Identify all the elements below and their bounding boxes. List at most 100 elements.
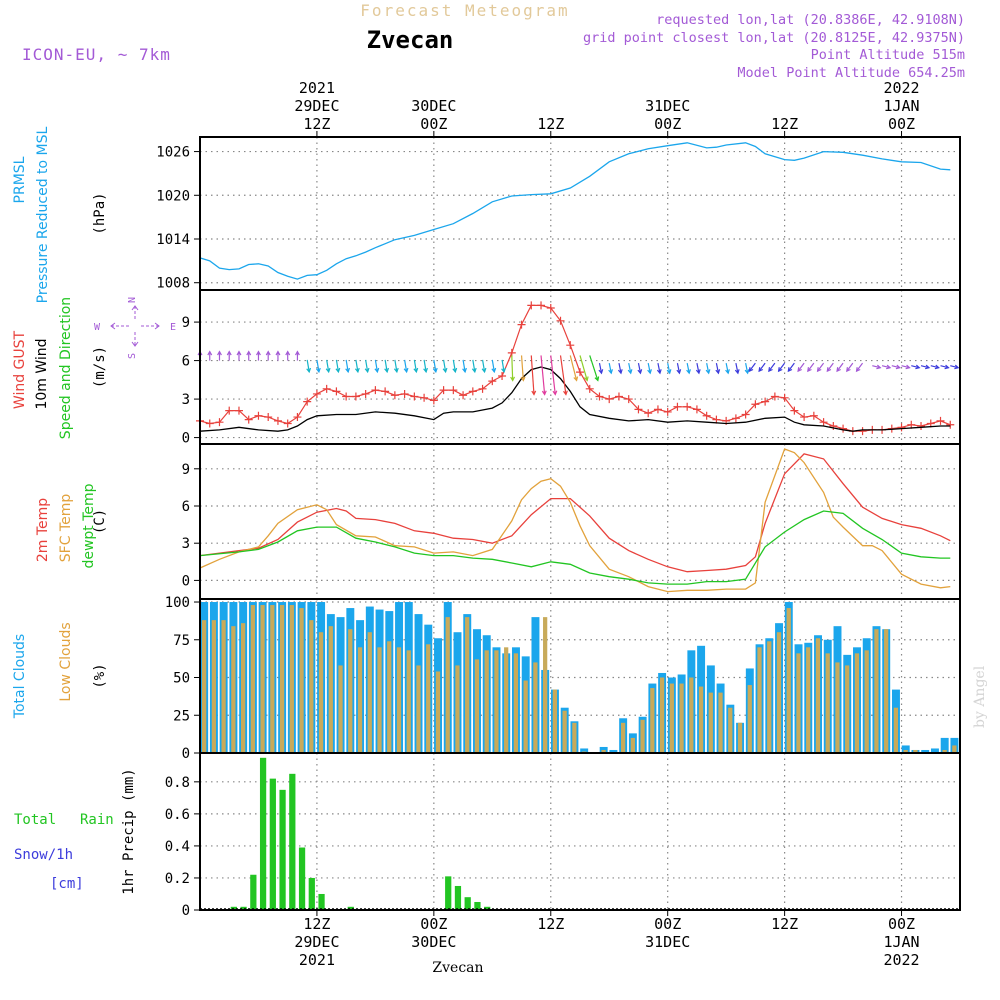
wind-arrowhead	[627, 369, 633, 375]
header-point-alt: Point Altitude 515m	[811, 47, 965, 63]
y-tick-label: 1020	[156, 188, 190, 204]
wind-arrowhead	[481, 367, 487, 374]
y-axis-label: (%)	[92, 663, 108, 688]
low-cloud-bar	[543, 617, 548, 753]
low-cloud-bar	[250, 605, 255, 753]
bottom-time-label: 00Z	[888, 915, 915, 933]
wind-arrowhead	[315, 367, 321, 374]
gust-marker	[439, 386, 448, 395]
top-time-label: 00Z	[420, 115, 447, 133]
y-tick-label: 9	[182, 315, 190, 331]
gust-marker	[517, 320, 526, 329]
panel-frame-temperature	[199, 443, 961, 600]
rain-bar	[454, 885, 462, 910]
wind-arrow	[413, 359, 417, 372]
gust-marker	[790, 406, 799, 415]
low-cloud-bar	[854, 653, 860, 753]
low-cloud-bar	[728, 707, 733, 753]
label-prmsl: PRMSL	[12, 156, 28, 203]
gust-marker	[546, 303, 555, 312]
watermark: by Angel	[972, 665, 988, 728]
wind-arrow	[501, 359, 505, 372]
gust-marker	[244, 415, 253, 424]
gust-marker	[264, 413, 273, 422]
wind-arrow	[725, 363, 729, 374]
top-time-label: 1JAN	[883, 97, 919, 115]
rain-bar	[484, 906, 491, 910]
wind-arrow	[481, 359, 486, 372]
low-cloud-bar	[221, 620, 226, 753]
top-time-label: 31DEC	[645, 97, 690, 115]
low-cloud-bar	[679, 683, 684, 753]
low-cloud-bar	[533, 662, 538, 753]
wind-arrow	[433, 359, 437, 372]
low-cloud-bar	[260, 605, 265, 753]
wind-arrow	[579, 355, 588, 381]
low-cloud-bar	[864, 650, 869, 753]
compass-heads	[110, 305, 160, 347]
wind-arrow	[335, 359, 340, 372]
wind-arrowhead	[563, 390, 568, 396]
wind-arrowhead	[836, 367, 841, 373]
wind-arrow	[462, 359, 466, 372]
low-cloud-bar	[426, 644, 431, 753]
wind-arrow	[316, 359, 320, 372]
series-prmsl-line	[199, 142, 951, 280]
wind-arrowhead	[345, 367, 351, 374]
label-total: Total	[14, 812, 56, 828]
wind-arrowhead	[608, 369, 613, 375]
y-tick-label: 0.6	[165, 807, 190, 823]
gust-marker	[429, 396, 438, 405]
rain-bar	[269, 778, 276, 910]
gust-marker	[819, 418, 828, 427]
wind-arrowhead	[748, 367, 754, 373]
gust-marker	[839, 424, 848, 433]
rain-bar	[250, 874, 257, 910]
wind-arrowhead	[676, 369, 682, 375]
top-time-label: 12Z	[537, 115, 564, 133]
wind-arrow	[836, 362, 844, 372]
wind-arrow	[608, 363, 612, 374]
wind-arrow	[676, 363, 681, 374]
wind-arrowhead	[816, 367, 822, 373]
wind-arrow	[355, 359, 359, 372]
wind-arrowhead	[413, 367, 419, 374]
wind-arrowhead	[491, 367, 497, 374]
wind-arrowhead	[666, 369, 672, 375]
wind-arrow	[797, 362, 805, 372]
wind-arrow	[715, 363, 719, 374]
gust-marker	[332, 387, 341, 396]
wind-arrow	[637, 363, 642, 374]
wind-arrowhead	[944, 364, 950, 370]
gust-marker	[683, 402, 692, 411]
label-total-clouds: Total Clouds	[12, 634, 28, 719]
low-cloud-bar	[893, 707, 899, 753]
label-10m-wind: 10m Wind	[34, 338, 50, 409]
y-tick-label: 0.2	[165, 871, 190, 887]
low-cloud-bar	[806, 647, 811, 753]
total-cloud-bar	[940, 737, 949, 753]
gust-marker	[225, 406, 234, 415]
low-cloud-bar	[494, 650, 499, 753]
gust-marker	[634, 405, 643, 414]
wind-arrowhead	[275, 350, 281, 356]
wind-arrowhead	[846, 367, 851, 373]
low-cloud-bar	[240, 623, 246, 753]
y-tick-label: 3	[182, 392, 190, 408]
bottom-time-label: 12Z	[537, 915, 564, 933]
gust-marker	[527, 301, 536, 310]
low-cloud-bar	[406, 650, 411, 753]
low-cloud-bar	[484, 650, 489, 753]
wind-arrowhead	[520, 376, 526, 382]
gust-marker	[322, 384, 331, 393]
wind-arrowhead	[256, 350, 261, 356]
panel-frame-wind	[199, 289, 961, 445]
wind-arrow	[452, 359, 456, 372]
gust-marker	[663, 407, 672, 416]
gust-marker	[566, 341, 575, 350]
wind-arrowhead	[886, 364, 892, 370]
gust-marker	[254, 411, 263, 420]
gust-marker	[946, 420, 955, 429]
